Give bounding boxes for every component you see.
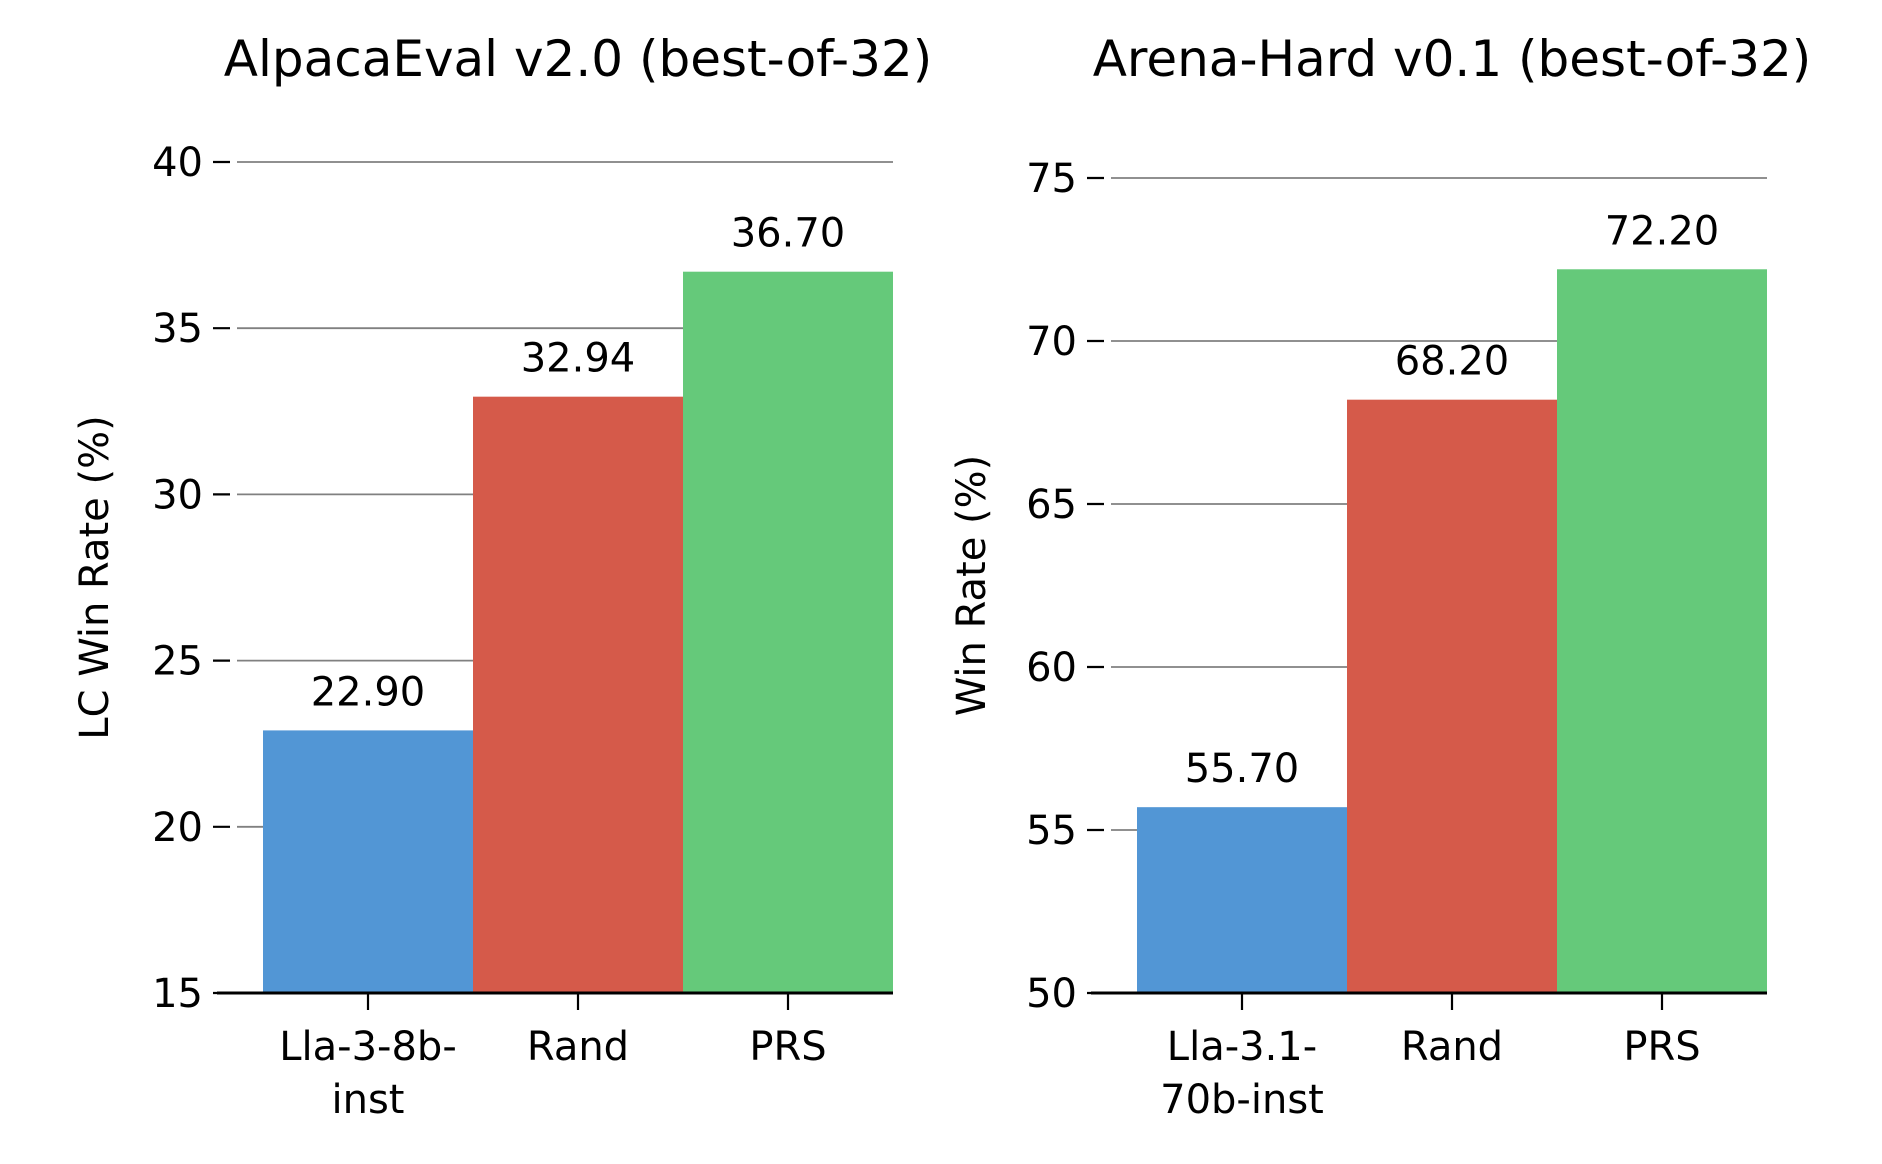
x-tick-label: PRS xyxy=(749,1024,826,1070)
bar-value-label: 32.94 xyxy=(521,336,636,382)
bar-value-label: 68.20 xyxy=(1395,339,1510,385)
bar xyxy=(1557,269,1767,993)
bar xyxy=(1137,807,1347,993)
bar xyxy=(263,730,473,993)
y-tick-label: 40 xyxy=(152,140,203,186)
alpacaeval-chart: AlpacaEval v2.0 (best-of-32) 15 20 25 30 35 40… xyxy=(72,30,932,1123)
bar-value-label: 36.70 xyxy=(731,211,846,257)
x-tick-label: Rand xyxy=(1401,1024,1503,1070)
x-tick-label: inst xyxy=(332,1077,405,1123)
y-tick-label: 30 xyxy=(152,472,203,518)
y-tick-label: 20 xyxy=(152,805,203,851)
bar xyxy=(473,396,683,993)
y-tick-label: 15 xyxy=(152,971,203,1017)
y-tick-label: 35 xyxy=(152,306,203,352)
y-tick-label: 25 xyxy=(152,639,203,685)
y-axis-label: LC Win Rate (%) xyxy=(72,415,118,739)
x-tick-label: PRS xyxy=(1623,1024,1700,1070)
y-tick-label: 70 xyxy=(1026,319,1077,365)
y-tick-label: 65 xyxy=(1026,482,1077,528)
bar-value-label: 22.90 xyxy=(311,669,426,715)
bar-value-label: 72.20 xyxy=(1605,208,1720,254)
chart-title: Arena-Hard v0.1 (best-of-32) xyxy=(1093,30,1812,88)
y-tick-label: 50 xyxy=(1026,971,1077,1017)
arena-hard-chart: Arena-Hard v0.1 (best-of-32) 50 55 60 65 70 75… xyxy=(949,30,1811,1123)
y-axis-label: Win Rate (%) xyxy=(949,455,995,717)
x-tick-label: Rand xyxy=(527,1024,629,1070)
bar xyxy=(1347,399,1557,993)
x-tick-label: Lla-3-8b- xyxy=(279,1024,457,1070)
chart-title: AlpacaEval v2.0 (best-of-32) xyxy=(224,30,932,88)
y-tick-label: 55 xyxy=(1026,808,1077,854)
x-tick-label: Lla-3.1- xyxy=(1167,1024,1317,1070)
y-tick-label: 60 xyxy=(1026,645,1077,691)
bar xyxy=(683,271,893,993)
y-tick-label: 75 xyxy=(1026,156,1077,202)
x-tick-label: 70b-inst xyxy=(1160,1077,1324,1123)
bar-value-label: 55.70 xyxy=(1185,746,1300,792)
